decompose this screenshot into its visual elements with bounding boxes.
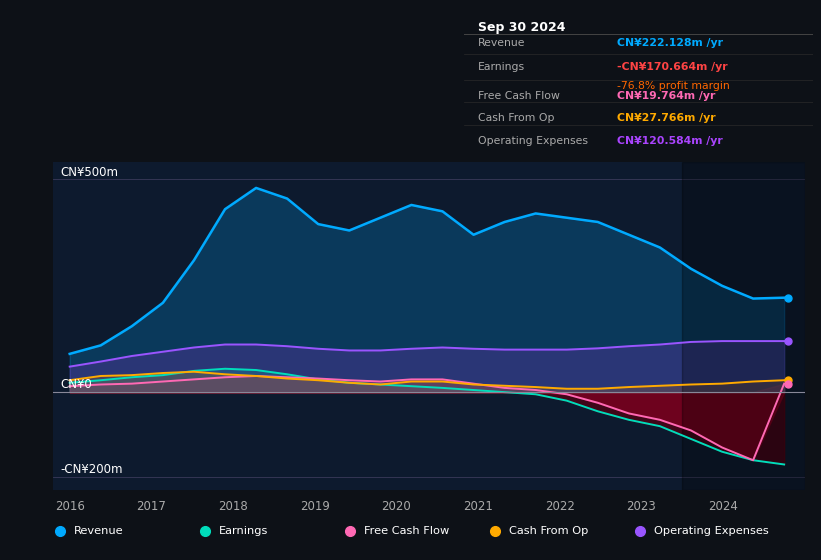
- Text: CN¥19.764m /yr: CN¥19.764m /yr: [617, 91, 716, 101]
- Text: Free Cash Flow: Free Cash Flow: [478, 91, 560, 101]
- Text: Free Cash Flow: Free Cash Flow: [364, 526, 449, 535]
- Text: Earnings: Earnings: [478, 62, 525, 72]
- Text: Revenue: Revenue: [74, 526, 124, 535]
- Text: Cash From Op: Cash From Op: [478, 113, 554, 123]
- Text: -76.8% profit margin: -76.8% profit margin: [617, 81, 730, 91]
- Text: CN¥120.584m /yr: CN¥120.584m /yr: [617, 136, 723, 146]
- Text: Operating Expenses: Operating Expenses: [654, 526, 768, 535]
- Text: CN¥500m: CN¥500m: [60, 166, 118, 179]
- Text: Revenue: Revenue: [478, 38, 525, 48]
- Text: -CN¥170.664m /yr: -CN¥170.664m /yr: [617, 62, 728, 72]
- Text: Cash From Op: Cash From Op: [509, 526, 589, 535]
- Text: Operating Expenses: Operating Expenses: [478, 136, 588, 146]
- Text: -CN¥200m: -CN¥200m: [60, 463, 122, 477]
- Text: Earnings: Earnings: [219, 526, 268, 535]
- Text: CN¥0: CN¥0: [60, 378, 92, 391]
- Text: Sep 30 2024: Sep 30 2024: [478, 21, 566, 34]
- Bar: [682, 162, 805, 490]
- Text: CN¥27.766m /yr: CN¥27.766m /yr: [617, 113, 716, 123]
- Text: CN¥222.128m /yr: CN¥222.128m /yr: [617, 38, 723, 48]
